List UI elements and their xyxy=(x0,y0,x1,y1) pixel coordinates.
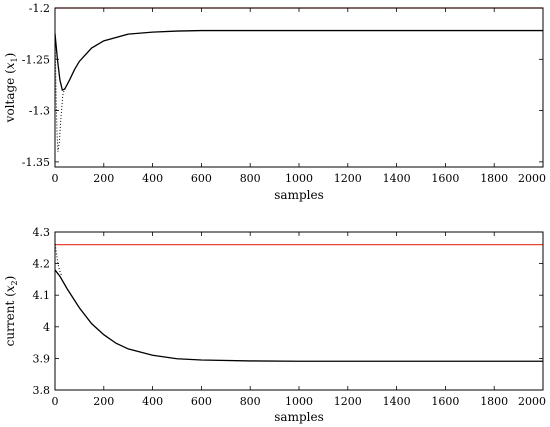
y-tick-label: -1.35 xyxy=(22,156,50,169)
x-tick-label: 1200 xyxy=(334,395,362,408)
y-tick-label: 4.3 xyxy=(33,226,51,239)
dotted-series-line xyxy=(54,241,63,277)
solid-series-line xyxy=(54,269,543,362)
x-tick-label: 400 xyxy=(142,172,163,185)
y-tick-label: 4.1 xyxy=(33,289,51,302)
y-tick-label: -1.25 xyxy=(22,53,50,66)
x-tick-label: 1000 xyxy=(285,172,313,185)
x-tick-label: 200 xyxy=(93,172,114,185)
x-axis-label: samples xyxy=(274,410,323,424)
x-tick-label: 1000 xyxy=(285,395,313,408)
x-tick-label: 400 xyxy=(142,395,163,408)
dotted-series-line xyxy=(54,28,66,152)
x-tick-label: 1600 xyxy=(431,395,459,408)
x-tick-label: 1400 xyxy=(383,172,411,185)
x-tick-label: 1800 xyxy=(480,172,508,185)
y-tick-label: -1.2 xyxy=(29,2,50,15)
x-tick-label: 800 xyxy=(240,172,261,185)
x-tick-label: 2000 xyxy=(518,172,546,185)
current-chart: 0 200 400 600 800 1000 1200 1400 1600 1800 2000 3.8… xyxy=(3,226,546,424)
x-tick-label: 1400 xyxy=(383,395,411,408)
solid-series-line xyxy=(54,29,543,91)
voltage-chart: 0 200 400 600 800 1000 1200 1400 1600 1800 2000 -1.… xyxy=(3,2,546,202)
y-tick-label: 4.2 xyxy=(33,258,51,271)
y-tick-label: 4 xyxy=(43,321,50,334)
y-tick-label: 3.8 xyxy=(33,384,51,397)
x-tick-label: 0 xyxy=(52,172,59,185)
plot-frame xyxy=(54,7,544,168)
x-tick-label: 200 xyxy=(93,395,114,408)
x-tick-label: 0 xyxy=(52,395,59,408)
y-tick-label: -1.3 xyxy=(29,105,50,118)
x-tick-label: 600 xyxy=(191,172,212,185)
x-tick-label: 1600 xyxy=(431,172,459,185)
x-tick-label: 1200 xyxy=(334,172,362,185)
x-axis-label: samples xyxy=(274,188,323,202)
x-tick-label: 1800 xyxy=(480,395,508,408)
y-tick-label: 3.9 xyxy=(33,352,51,365)
plot-frame xyxy=(54,231,544,391)
y-axis-label: voltage (x1) xyxy=(3,53,19,124)
x-tick-label: 800 xyxy=(240,395,261,408)
x-tick-label: 600 xyxy=(191,395,212,408)
y-axis-label: current (x2) xyxy=(3,276,19,347)
x-tick-label: 2000 xyxy=(518,395,546,408)
